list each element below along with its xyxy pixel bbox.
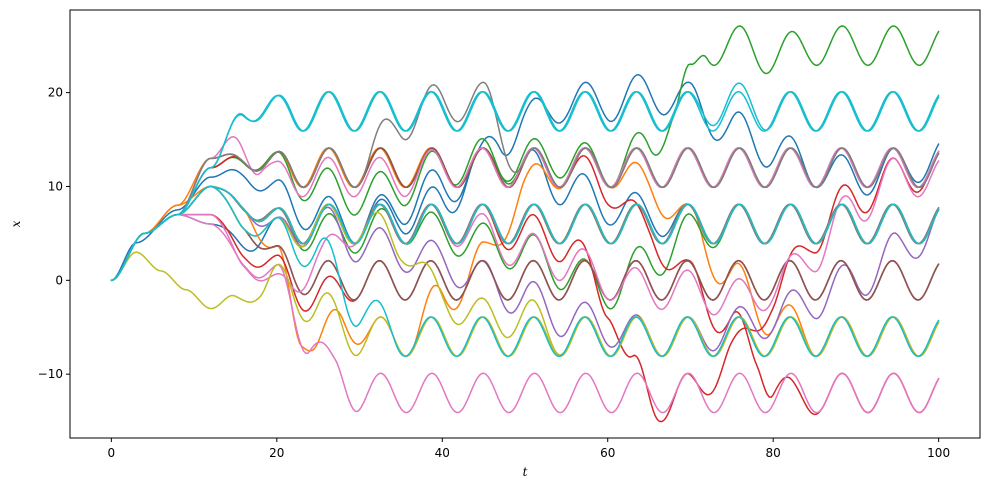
x-tick-label: 60 [600,446,615,460]
series-line-25 [110,82,940,282]
series-line-3 [110,147,940,358]
series-line-19 [110,81,940,282]
y-tick-label: 0 [55,273,63,287]
series-line-10 [110,150,940,423]
x-tick-label: 0 [108,446,116,460]
y-tick-label: −10 [38,367,63,381]
y-axis-label: x [9,220,23,227]
y-tick-label: 10 [48,179,63,193]
series-line-14 [110,185,940,301]
series-layer [110,25,940,423]
series-line-1 [110,74,940,282]
y-axis-ticks: −10 0 10 20 [38,86,70,381]
x-tick-label: 80 [766,446,781,460]
x-axis-ticks: 0 20 40 60 80 100 [108,438,950,460]
x-tick-label: 20 [269,446,284,460]
series-line-26 [110,185,940,358]
x-tick-label: 100 [927,446,950,460]
x-tick-label: 40 [435,446,450,460]
y-tick-label: 20 [48,86,63,100]
series-line-27 [110,185,940,282]
series-line-16 [110,136,940,282]
series-line-21 [110,251,940,358]
series-line-18 [110,157,940,316]
x-axis-label: t [523,465,528,479]
plot-frame [69,9,981,439]
